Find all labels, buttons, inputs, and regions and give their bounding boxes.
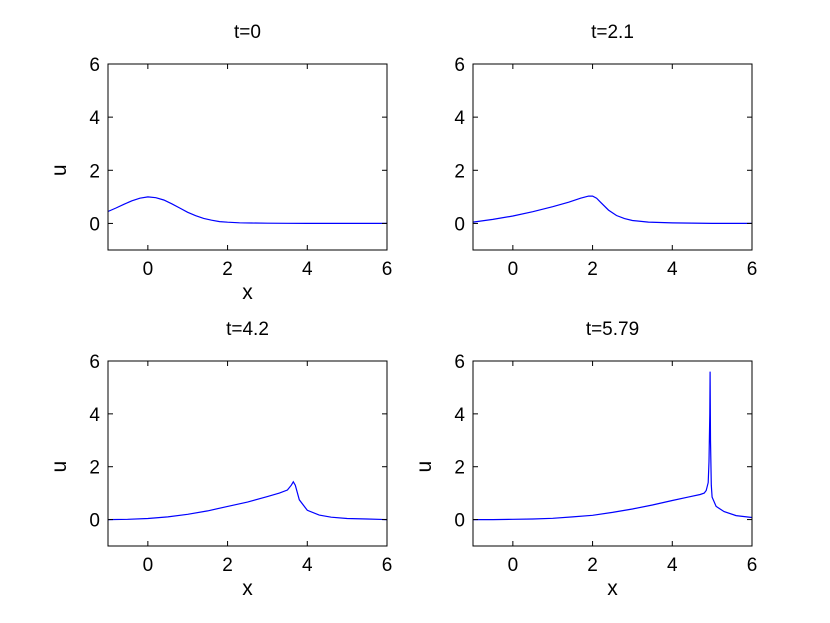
x-tick-label: 0 [508, 555, 519, 576]
y-tick-label: 6 [454, 55, 465, 76]
x-tick-label: 4 [302, 555, 313, 576]
x-tick-label: 2 [222, 259, 233, 280]
y-axis-label: u [48, 461, 71, 473]
subplot-4: 0 2 4 6 0 2 4 6 t=5.79 x u [413, 319, 757, 600]
x-tick-label: 0 [143, 259, 154, 280]
x-axis-label: x [242, 281, 253, 304]
chart-title: t=4.2 [226, 319, 269, 340]
chart-title: t=0 [234, 22, 261, 43]
x-tick-label: 6 [382, 555, 393, 576]
subplot-2: 0 2 4 6 0 2 4 6 t=2.1 [454, 22, 757, 280]
subplot-3: 0 2 4 6 0 2 4 6 t=4.2 x u [48, 319, 392, 600]
x-tick-label: 2 [587, 555, 598, 576]
series-line [108, 196, 387, 224]
y-tick-label: 0 [89, 511, 100, 532]
x-tick-label: 6 [747, 555, 758, 576]
axes-frame [107, 63, 388, 251]
x-axis-label: x [607, 577, 618, 600]
x-tick-label: 0 [508, 259, 519, 280]
y-axis-label: u [413, 461, 436, 473]
x-tick-label: 0 [143, 555, 154, 576]
y-tick-label: 6 [89, 55, 100, 76]
x-tick-label: 2 [587, 259, 598, 280]
x-tick-label: 4 [302, 259, 313, 280]
y-tick-label: 2 [454, 458, 465, 479]
y-axis-label: u [48, 164, 71, 176]
y-tick-label: 4 [89, 108, 100, 129]
y-tick-label: 2 [454, 161, 465, 182]
y-tick-label: 6 [89, 352, 100, 373]
y-tick-label: 6 [454, 352, 465, 373]
y-tick-label: 0 [454, 214, 465, 235]
series-line [473, 195, 752, 224]
x-tick-label: 4 [667, 555, 678, 576]
x-tick-label: 2 [222, 555, 233, 576]
x-tick-label: 6 [747, 259, 758, 280]
chart-title: t=2.1 [591, 22, 634, 43]
subplot-1: 0 2 4 6 0 2 4 6 t=0 x u [48, 22, 392, 304]
y-tick-label: 4 [454, 108, 465, 129]
series-line [473, 371, 752, 521]
y-tick-label: 0 [454, 511, 465, 532]
y-tick-label: 2 [89, 161, 100, 182]
y-tick-label: 0 [89, 214, 100, 235]
axes-frame [472, 63, 753, 251]
y-tick-label: 4 [454, 405, 465, 426]
x-tick-label: 4 [667, 259, 678, 280]
x-tick-label: 6 [382, 259, 393, 280]
y-tick-label: 4 [89, 405, 100, 426]
x-axis-label: x [242, 577, 253, 600]
chart-title: t=5.79 [586, 319, 639, 340]
y-tick-label: 2 [89, 458, 100, 479]
series-line [108, 480, 387, 521]
axes-frame [472, 360, 753, 547]
axes-frame [107, 360, 388, 547]
